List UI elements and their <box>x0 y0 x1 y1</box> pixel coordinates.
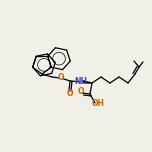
Polygon shape <box>83 81 92 83</box>
Text: O: O <box>58 74 64 83</box>
Text: OH: OH <box>92 100 105 109</box>
Text: O: O <box>78 88 84 97</box>
Text: O: O <box>66 90 73 98</box>
Text: NH: NH <box>74 76 87 85</box>
